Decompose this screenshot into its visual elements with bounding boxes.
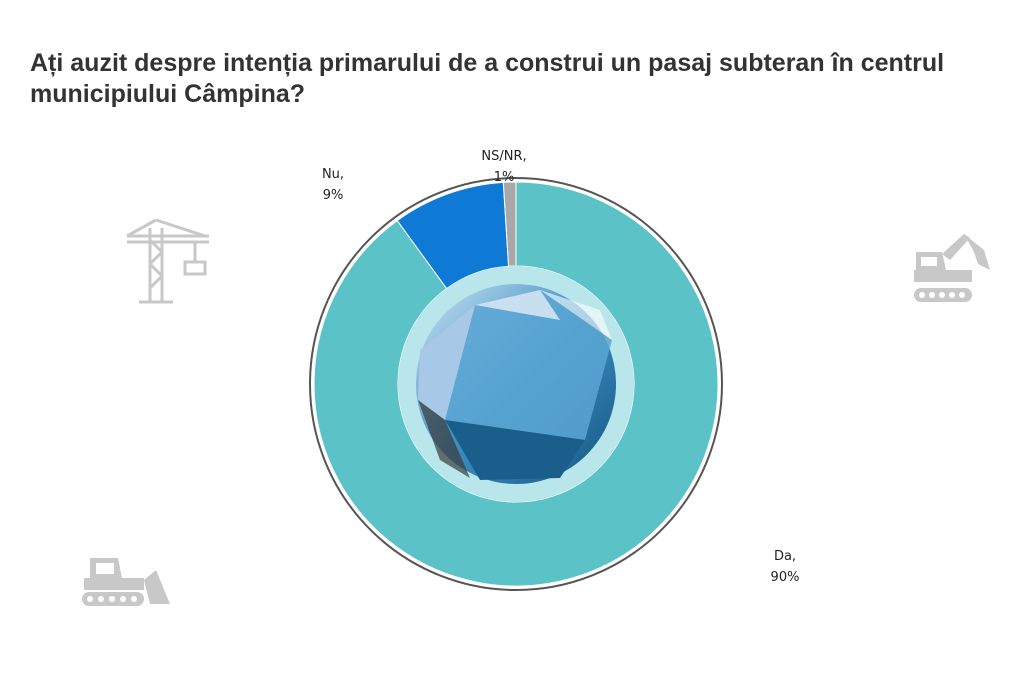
slice-label-percent: 1%: [494, 170, 515, 185]
chart-title: Ați auzit despre intenția primarului de …: [30, 49, 945, 108]
labels-layer: Da, 90% Nu, 9% NS/NR, 1%: [322, 149, 800, 585]
slice-label-name: Nu,: [322, 167, 344, 182]
slices-layer: [309, 177, 723, 591]
slice-label-name: Da,: [774, 549, 796, 564]
slice-label-name: NS/NR,: [481, 149, 526, 164]
bulldozer-icon: [82, 558, 170, 606]
tower-crane-icon: [126, 218, 209, 304]
excavator-icon: [914, 234, 990, 302]
center-gem-graphic: [398, 266, 634, 502]
donut-outer-ring: [309, 177, 723, 591]
slice-label-percent: 90%: [771, 570, 800, 585]
slice-label-percent: 9%: [323, 188, 344, 203]
